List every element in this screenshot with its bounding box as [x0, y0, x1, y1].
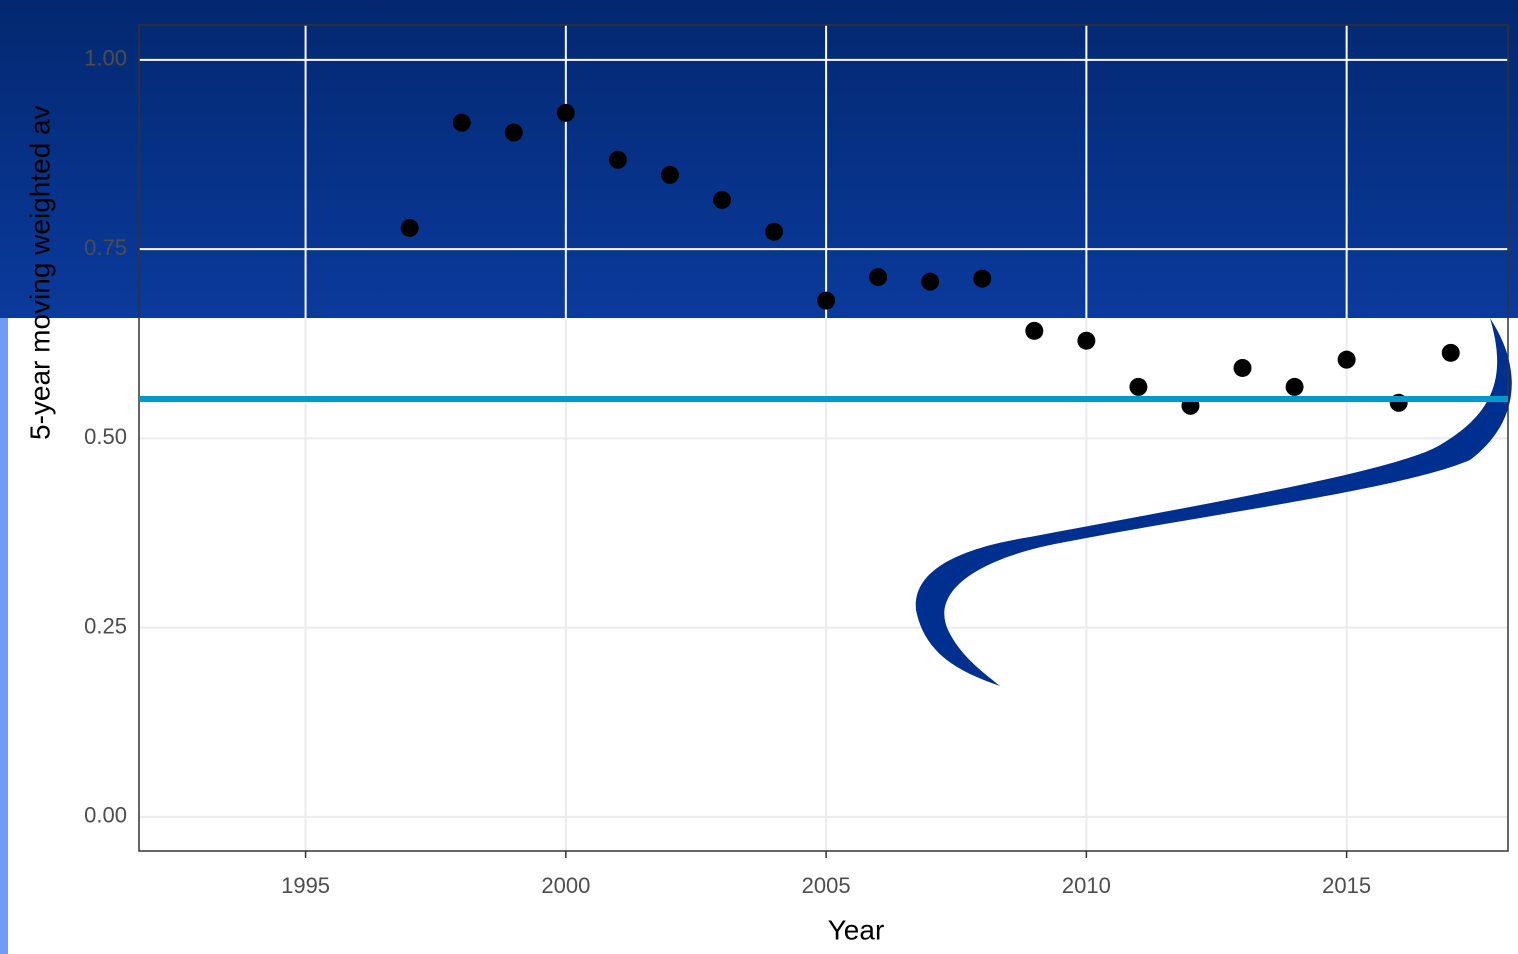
point: [1285, 377, 1304, 396]
point: [817, 291, 836, 310]
y-tick-label: 0.25: [84, 613, 127, 638]
y-tick-label: 0.50: [84, 424, 127, 449]
point: [973, 269, 992, 288]
y-tick-label: 0.75: [84, 235, 127, 260]
x-tick-label: 2005: [802, 873, 851, 898]
y-tick-label: 0.00: [84, 803, 127, 828]
point: [712, 190, 731, 209]
point: [765, 222, 784, 241]
grid-over-banner: [139, 25, 1508, 318]
point: [1337, 350, 1356, 369]
y-tick-label: 1.00: [84, 46, 127, 71]
point: [660, 165, 679, 184]
point: [869, 268, 888, 287]
y-axis-title: 5-year moving weighted av: [24, 105, 55, 440]
point: [1129, 377, 1148, 396]
side-strip: [0, 318, 8, 954]
x-tick-label: 1995: [281, 873, 330, 898]
point: [452, 113, 471, 132]
point: [1025, 321, 1044, 340]
point: [921, 272, 940, 291]
banner: [0, 0, 1518, 318]
x-tick-label: 2010: [1062, 873, 1111, 898]
point: [400, 218, 419, 237]
grid: [139, 318, 1508, 851]
x-axis-title: Year: [828, 914, 885, 945]
point: [504, 123, 523, 142]
point: [556, 103, 575, 122]
x-tick-label: 2000: [541, 873, 590, 898]
plot-border: [138, 24, 1509, 852]
point: [1233, 358, 1252, 377]
swoosh: [915, 318, 1512, 686]
point: [1077, 331, 1096, 350]
point: [1441, 343, 1460, 362]
x-tick-label: 2015: [1322, 873, 1371, 898]
point: [608, 150, 627, 169]
